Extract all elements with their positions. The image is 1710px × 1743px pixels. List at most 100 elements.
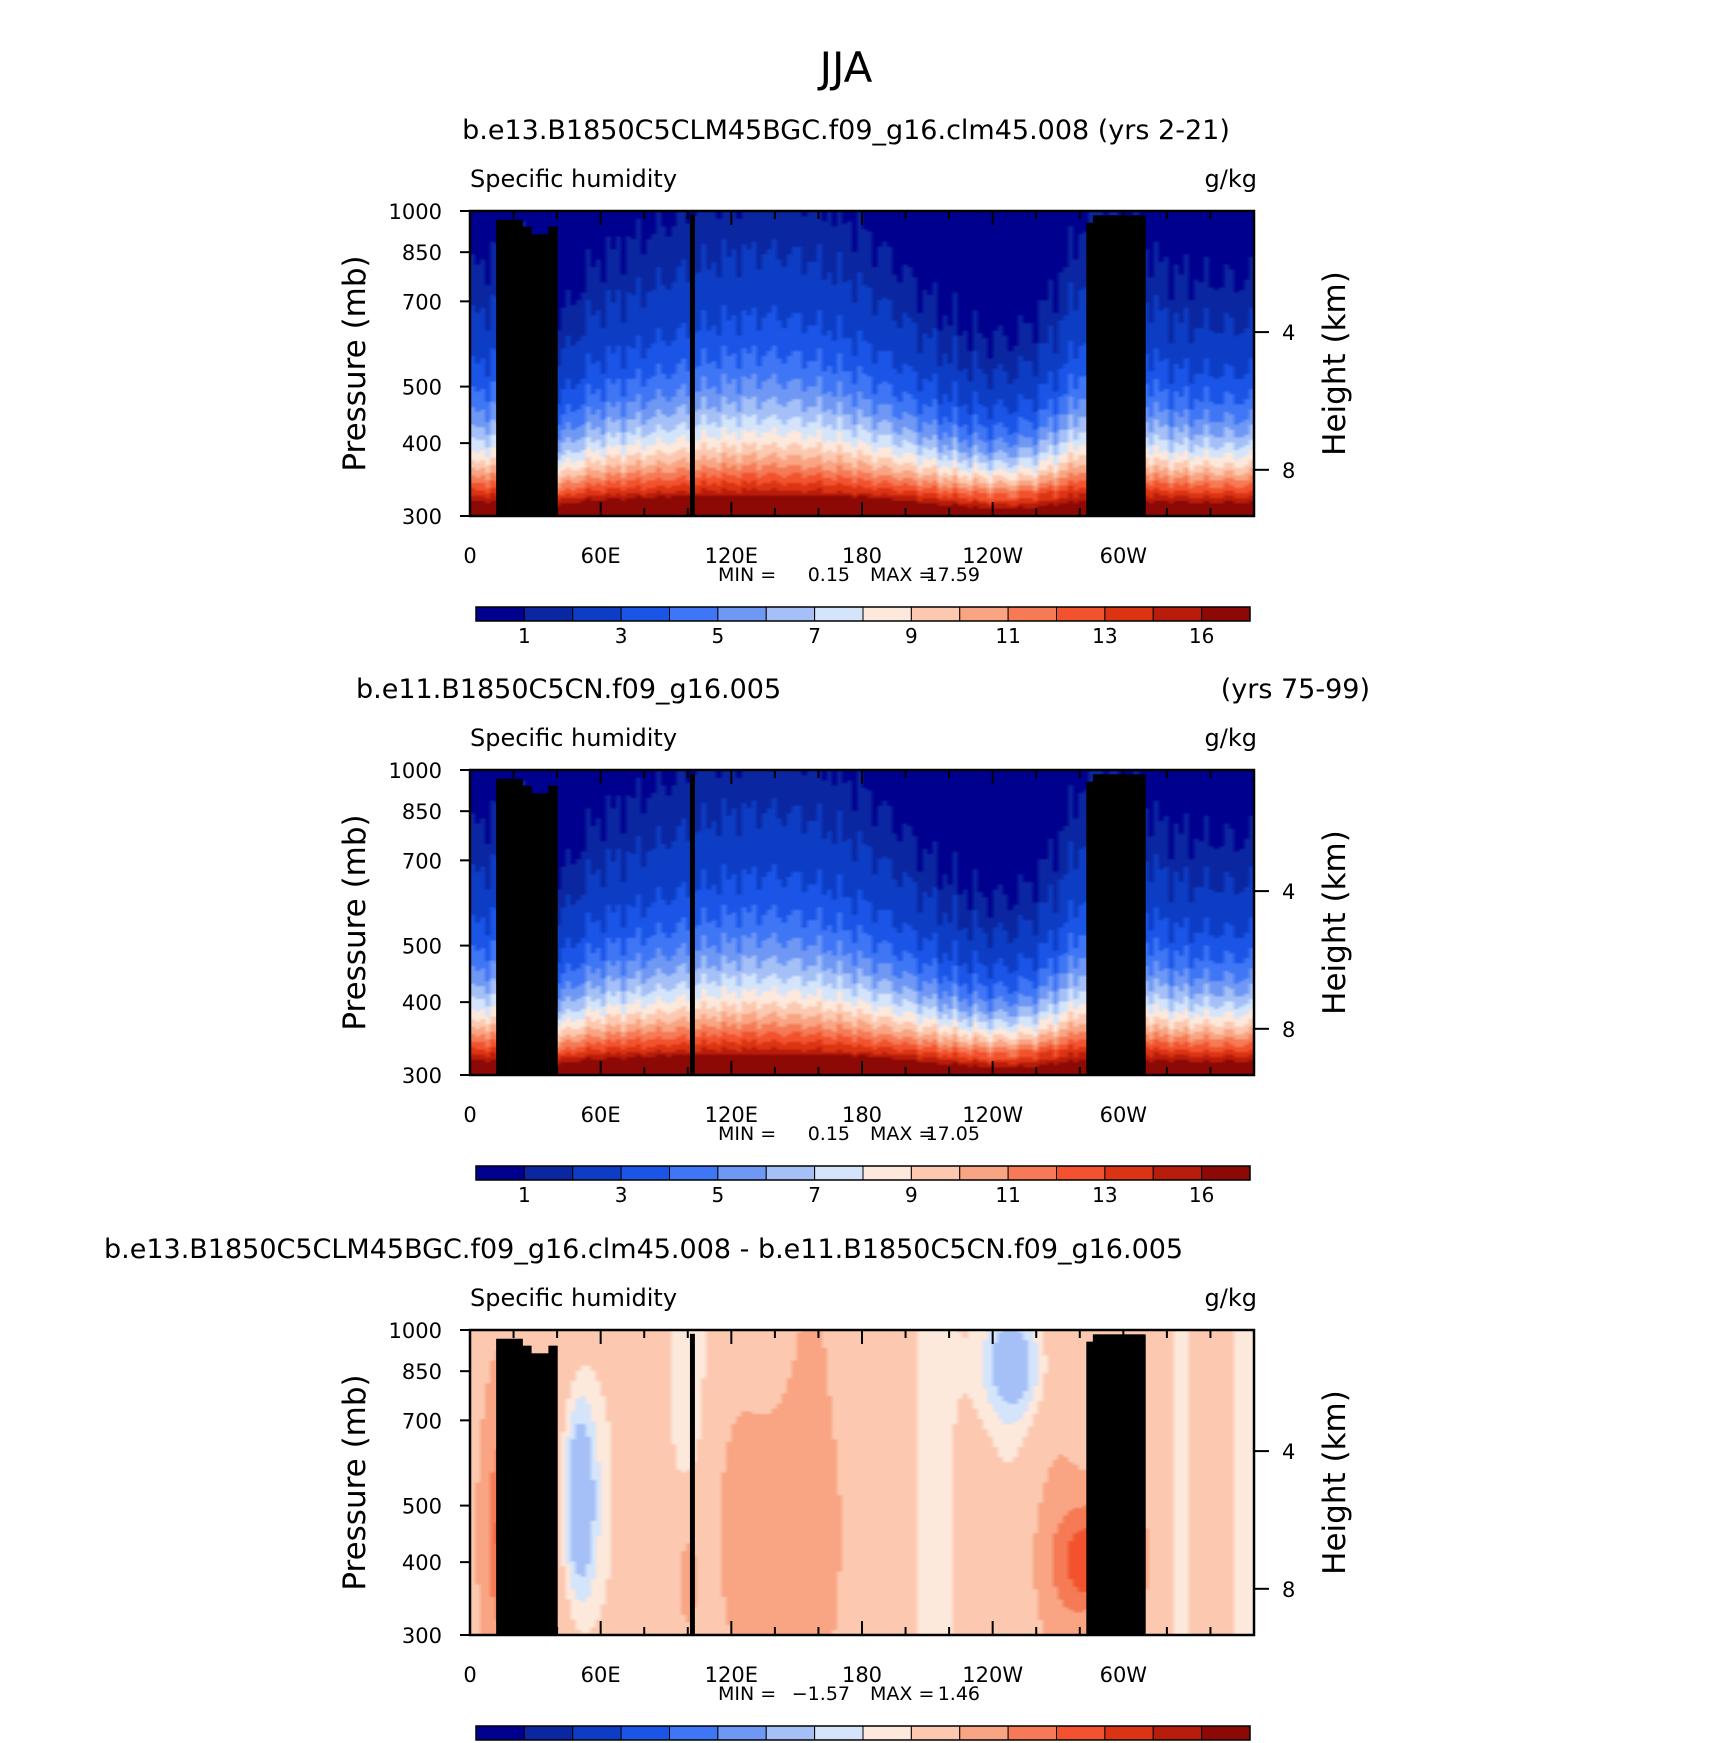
y-axis-title: Pressure (mb) xyxy=(337,814,373,1030)
y-axis-title: Pressure (mb) xyxy=(337,1374,373,1590)
topography-bar xyxy=(1090,222,1094,516)
topography-bar xyxy=(1090,1341,1094,1635)
topography-bar xyxy=(1103,1334,1107,1635)
topography-bar xyxy=(1114,774,1118,1075)
topography-bar xyxy=(526,226,530,516)
topography-bar xyxy=(1142,1334,1146,1635)
colorbar-swatch xyxy=(910,1725,961,1741)
colorbar-swatch xyxy=(475,1725,525,1741)
topography-bar xyxy=(1097,774,1100,1075)
topography-bar xyxy=(1110,774,1114,1075)
max-label: MAX = xyxy=(870,564,934,586)
topography-bar xyxy=(1095,774,1098,1075)
x-tick-label: 120E xyxy=(705,544,758,568)
topography-bar xyxy=(1086,1341,1090,1635)
colorbar-swatch xyxy=(620,1725,670,1741)
topography-bar xyxy=(554,785,558,1075)
topography-bar xyxy=(1090,781,1094,1075)
topography-bar xyxy=(498,778,502,1075)
colorbar-tick-label: 1 xyxy=(518,1183,531,1207)
min-label: MIN = xyxy=(718,1123,776,1145)
y-tick-label: 300 xyxy=(402,1624,442,1648)
chart-title: b.e13.B1850C5CLM45BGC.f09_g16.clm45.008 … xyxy=(104,1234,1183,1265)
topography-bar xyxy=(520,778,523,1075)
topography-bar xyxy=(500,778,504,1075)
y-tick-label: 1000 xyxy=(389,759,442,783)
topography-bar xyxy=(1132,774,1135,1075)
topography-bar xyxy=(1136,1334,1140,1635)
topography-bar xyxy=(1116,215,1120,516)
y-right-tick-label: 8 xyxy=(1282,1578,1295,1602)
topography-bar xyxy=(1097,1334,1100,1635)
topography-bar xyxy=(1112,774,1116,1075)
y-tick-label: 700 xyxy=(402,1409,442,1433)
topography-bar xyxy=(498,1338,502,1635)
colorbar-swatch xyxy=(765,1165,816,1181)
topography-bar xyxy=(552,1345,556,1635)
topography-bar xyxy=(1129,215,1133,516)
x-tick-label: 60W xyxy=(1100,1663,1148,1687)
topography-bar xyxy=(535,1353,539,1635)
topography-bar xyxy=(1103,215,1107,516)
colorbar-swatch xyxy=(959,606,1009,622)
topography-bar xyxy=(524,785,528,1075)
colorbar-swatch xyxy=(1152,1725,1203,1741)
y-tick-label: 700 xyxy=(402,290,442,314)
units-label: g/kg xyxy=(1205,1284,1257,1312)
max-value: 17.05 xyxy=(926,1123,980,1145)
y-tick-label: 500 xyxy=(402,376,442,400)
topography-bar xyxy=(1092,774,1096,1075)
topography-bar xyxy=(520,1338,523,1635)
topography-bar xyxy=(1140,215,1144,516)
topography-bar xyxy=(548,1345,552,1635)
topography-bar xyxy=(1105,1334,1109,1635)
topography-bar xyxy=(517,778,521,1075)
y-right-tick-label: 4 xyxy=(1282,1440,1295,1464)
topography-bar xyxy=(511,778,515,1075)
topography-bar xyxy=(1121,215,1124,516)
topography-bar xyxy=(515,778,519,1075)
colorbar-tick-label: 11 xyxy=(995,1183,1020,1207)
topography-bar xyxy=(550,785,554,1075)
topography-bar xyxy=(692,1333,695,1635)
topography-bar xyxy=(1101,774,1105,1075)
x-tick-label: 120W xyxy=(962,544,1023,568)
topography-bar xyxy=(1088,222,1092,516)
topography-bar xyxy=(1140,774,1144,1075)
colorbar-swatch xyxy=(765,606,816,622)
topography-bar xyxy=(539,793,543,1075)
topography-bar xyxy=(1127,1334,1131,1635)
topography-bar xyxy=(541,234,545,516)
colorbar-tick-label: 9 xyxy=(905,1183,918,1207)
chart-panel: b.e13.B1850C5CLM45BGC.f09_g16.clm45.008 … xyxy=(337,115,1353,648)
topography-bar xyxy=(511,1338,515,1635)
x-tick-label: 0 xyxy=(463,544,476,568)
max-value: 17.59 xyxy=(926,564,980,586)
topography-bar xyxy=(1132,215,1135,516)
topography-bar xyxy=(1134,215,1137,516)
x-tick-label: 120E xyxy=(705,1663,758,1687)
topography-bar xyxy=(1103,774,1107,1075)
x-tick-label: 180 xyxy=(842,1663,882,1687)
colorbar-tick-label: 13 xyxy=(1092,624,1117,648)
topography-bar xyxy=(1118,1334,1122,1635)
colorbar-swatch xyxy=(910,606,961,622)
topography-bar xyxy=(1101,215,1105,516)
colorbar-swatch xyxy=(717,1725,767,1741)
colorbar-tick-label: 3 xyxy=(615,1183,628,1207)
colorbar-swatch xyxy=(669,606,719,622)
colorbar-swatch xyxy=(862,606,912,622)
topography-bar xyxy=(692,214,695,516)
topography-bar xyxy=(522,226,526,516)
y-tick-label: 400 xyxy=(402,432,442,456)
colorbar-tick-label: 16 xyxy=(1189,1183,1214,1207)
min-label: MIN = xyxy=(718,564,776,586)
topography-bar xyxy=(1110,215,1114,516)
topography-bar xyxy=(541,793,545,1075)
colorbar-swatch xyxy=(523,1165,574,1181)
topography-bar xyxy=(522,785,526,1075)
topography-bar xyxy=(539,1353,543,1635)
topography-bar xyxy=(528,1345,532,1635)
colorbar-swatch xyxy=(1007,1165,1057,1181)
topography-bar xyxy=(1138,774,1142,1075)
